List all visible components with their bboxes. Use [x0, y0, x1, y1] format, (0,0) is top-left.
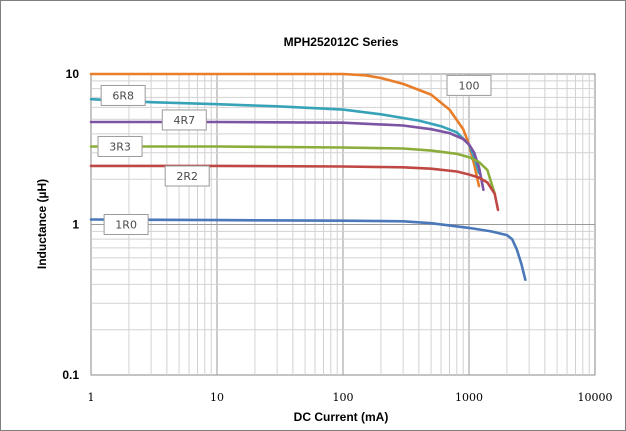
- series-line-4r7: [89, 120, 485, 192]
- series-label-box: [103, 214, 149, 235]
- y-tick-label: 10: [66, 67, 80, 81]
- series-label-2r2: 2R2: [164, 165, 210, 187]
- x-tick-label: 1000: [455, 391, 483, 404]
- series-label-text: 3R3: [109, 140, 131, 153]
- grid-lines: [91, 74, 595, 375]
- series-label-text: 6R8: [112, 89, 134, 102]
- series-label-6r8: 6R8: [100, 84, 146, 106]
- y-tick-label: 0.1: [62, 368, 79, 382]
- series-label-box: [161, 109, 207, 131]
- chart-title: MPH252012C Series: [284, 35, 399, 49]
- series-label-text: 1R0: [115, 219, 137, 232]
- series-line-1r0: [89, 218, 527, 282]
- series-label-text: 2R2: [176, 170, 198, 183]
- y-axis-title: Inductance (µH): [35, 179, 49, 269]
- series-label-text: 4R7: [173, 114, 195, 127]
- series-labels: 100 6R8 4R7 3R3 2R2 1R0: [97, 74, 492, 235]
- series-lines: [89, 72, 527, 282]
- x-tick-label: 10000: [578, 391, 613, 404]
- series-line-2r2: [89, 164, 500, 212]
- x-tick-label: 1: [88, 391, 95, 404]
- series-label-3r3: 3R3: [97, 135, 143, 157]
- series-label-text: 100: [459, 79, 480, 92]
- series-label-box: [100, 84, 146, 106]
- series-label-box: [97, 135, 143, 157]
- series-label-100: 100: [446, 74, 492, 96]
- x-axis-title: DC Current (mA): [294, 410, 389, 424]
- x-tick-label: 100: [333, 391, 354, 404]
- series-label-4r7: 4R7: [161, 109, 207, 131]
- series-line-3r3: [89, 145, 497, 196]
- series-label-1r0: 1R0: [103, 214, 149, 235]
- x-tick-label: 10: [210, 391, 224, 404]
- series-label-box: [164, 165, 210, 187]
- series-label-box: [446, 74, 492, 96]
- y-tick-label: 1: [72, 218, 79, 232]
- tick-labels: 1 10 100 1000 10000 10 1 0.1: [62, 67, 612, 404]
